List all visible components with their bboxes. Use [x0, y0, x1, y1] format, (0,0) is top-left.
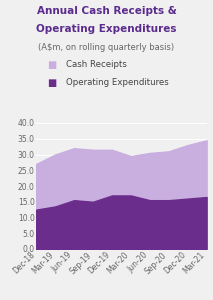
Text: ■: ■ — [47, 78, 56, 88]
Text: (A$m, on rolling quarterly basis): (A$m, on rolling quarterly basis) — [38, 44, 175, 52]
Text: ■: ■ — [47, 60, 56, 70]
Text: Annual Cash Receipts &: Annual Cash Receipts & — [37, 6, 176, 16]
Text: Cash Receipts: Cash Receipts — [66, 60, 127, 69]
Text: Operating Expenditures: Operating Expenditures — [36, 24, 177, 34]
Text: Operating Expenditures: Operating Expenditures — [66, 78, 169, 87]
